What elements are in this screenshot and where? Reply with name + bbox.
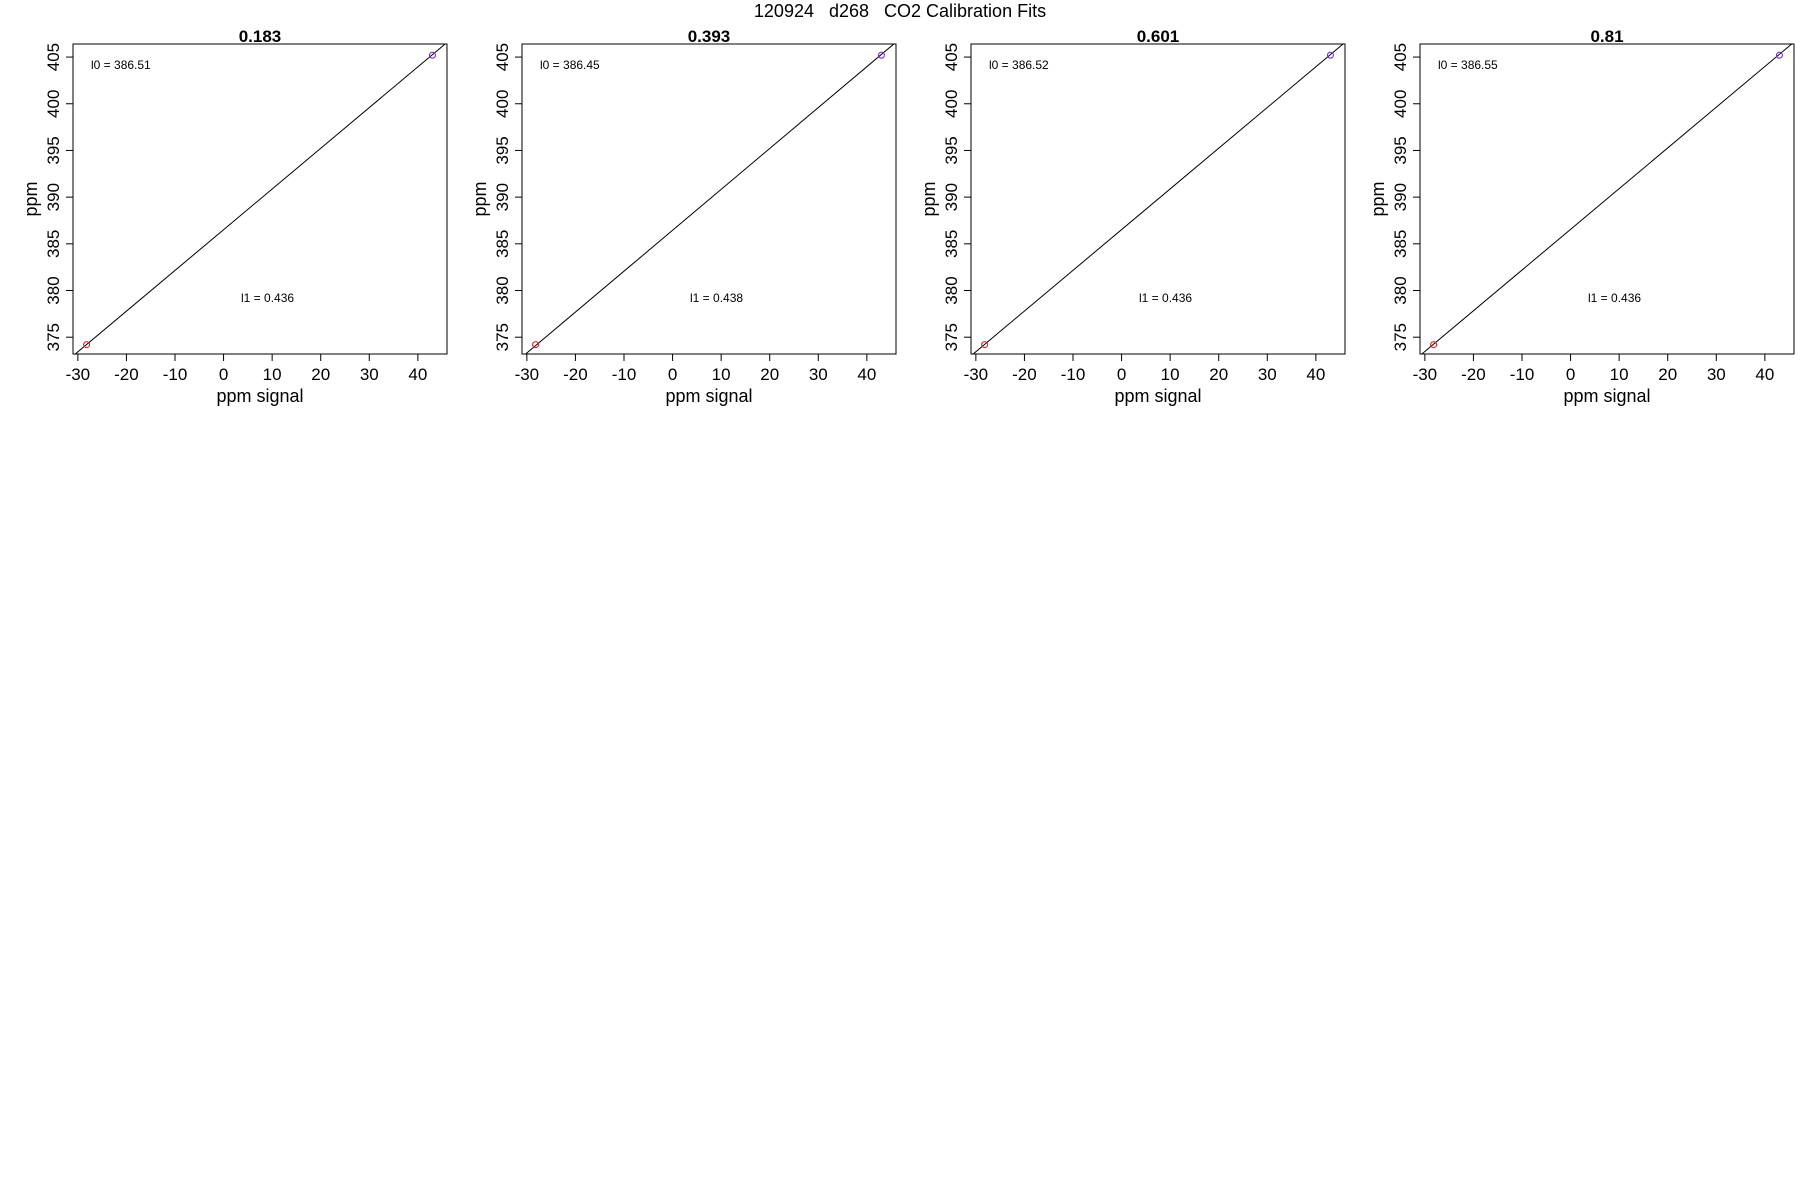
x-tick-label: 0	[668, 365, 677, 384]
data-point-high	[877, 51, 885, 59]
chart-title: 0.81	[1590, 27, 1623, 46]
y-axis-label: ppm	[919, 181, 939, 216]
y-tick-label: 400	[942, 90, 961, 118]
data-point-low	[532, 341, 540, 349]
x-tick-label: -30	[66, 365, 91, 384]
y-tick-label: 380	[1391, 276, 1410, 304]
x-tick-label: -10	[163, 365, 188, 384]
chart-title: 0.393	[688, 27, 731, 46]
y-tick-label: 395	[44, 136, 63, 164]
x-tick-label: 30	[360, 365, 379, 384]
y-tick-label: 405	[1391, 43, 1410, 71]
x-tick-label: 0	[1117, 365, 1126, 384]
x-tick-label: 10	[1610, 365, 1629, 384]
data-point-low	[1430, 341, 1438, 349]
annotation-l1: l1 = 0.436	[1588, 291, 1641, 305]
x-tick-label: -30	[964, 365, 989, 384]
annotation-l0: l0 = 386.51	[91, 58, 151, 72]
y-tick-label: 380	[942, 276, 961, 304]
x-tick-label: 40	[1755, 365, 1774, 384]
data-point-low	[83, 341, 91, 349]
chart-title: 0.601	[1137, 27, 1180, 46]
x-tick-label: 30	[809, 365, 828, 384]
chart-panel-1: 0.183 -30 -20 -10 0 10 20 30 40 ppm signal 375 380 3…	[21, 27, 448, 406]
annotation-l1: l1 = 0.438	[690, 291, 743, 305]
x-tick-label: -20	[1461, 365, 1486, 384]
y-tick-label: 375	[44, 323, 63, 351]
x-tick-label: 20	[311, 365, 330, 384]
x-tick-label: 0	[1566, 365, 1575, 384]
x-tick-label: 0	[219, 365, 228, 384]
x-tick-label: 30	[1707, 365, 1726, 384]
x-tick-label: -10	[1061, 365, 1086, 384]
y-tick-label: 375	[942, 323, 961, 351]
chart-panel-4: 0.81 -30 -20 -10 0 10 20 30 40 ppm signal 375 380 38…	[1368, 27, 1795, 406]
x-tick-label: -10	[612, 365, 637, 384]
x-tick-label: 20	[760, 365, 779, 384]
x-axis-label: ppm signal	[216, 386, 303, 406]
y-tick-label: 395	[493, 136, 512, 164]
x-tick-label: 20	[1209, 365, 1228, 384]
x-tick-label: -20	[563, 365, 588, 384]
x-axis-label: ppm signal	[665, 386, 752, 406]
y-tick-label: 390	[942, 183, 961, 211]
x-tick-label: 10	[1161, 365, 1180, 384]
y-axis-label: ppm	[470, 181, 490, 216]
y-tick-label: 395	[1391, 136, 1410, 164]
chart-panel-2: 0.393 -30 -20 -10 0 10 20 30 40 ppm signal 375 380 3…	[470, 27, 897, 406]
y-tick-label: 405	[942, 43, 961, 71]
page-title: 120924 d268 CO2 Calibration Fits	[753, 1, 1047, 21]
y-tick-label: 400	[493, 90, 512, 118]
data-point-high	[1775, 51, 1783, 59]
annotation-l1: l1 = 0.436	[1139, 291, 1192, 305]
y-tick-label: 385	[44, 230, 63, 258]
chart-panel-3: 0.601 -30 -20 -10 0 10 20 30 40 ppm signal 375 380 3…	[919, 27, 1346, 406]
y-tick-label: 400	[1391, 90, 1410, 118]
x-tick-label: 40	[857, 365, 876, 384]
fit-line	[74, 44, 446, 354]
fit-line	[972, 44, 1344, 354]
y-tick-label: 385	[1391, 230, 1410, 258]
x-tick-label: 20	[1658, 365, 1677, 384]
y-axis-label: ppm	[21, 181, 41, 216]
y-tick-label: 385	[493, 230, 512, 258]
x-tick-label: 40	[1306, 365, 1325, 384]
y-tick-label: 375	[1391, 323, 1410, 351]
y-tick-label: 390	[44, 183, 63, 211]
y-axis-label: ppm	[1368, 181, 1388, 216]
y-tick-label: 390	[493, 183, 512, 211]
annotation-l0: l0 = 386.55	[1438, 58, 1498, 72]
y-tick-label: 400	[44, 90, 63, 118]
y-tick-label: 405	[44, 43, 63, 71]
x-tick-label: -10	[1510, 365, 1535, 384]
chart-title: 0.183	[239, 27, 282, 46]
x-tick-label: 40	[408, 365, 427, 384]
y-tick-label: 380	[44, 276, 63, 304]
y-tick-label: 390	[1391, 183, 1410, 211]
x-tick-label: -20	[114, 365, 139, 384]
data-point-high	[1326, 51, 1334, 59]
fit-line	[1421, 44, 1793, 354]
data-point-low	[981, 341, 989, 349]
y-tick-label: 405	[493, 43, 512, 71]
annotation-l0: l0 = 386.45	[540, 58, 600, 72]
x-tick-label: 10	[263, 365, 282, 384]
x-tick-label: -30	[1413, 365, 1438, 384]
y-tick-label: 375	[493, 323, 512, 351]
y-tick-label: 395	[942, 136, 961, 164]
x-tick-label: -20	[1012, 365, 1037, 384]
x-tick-label: 10	[712, 365, 731, 384]
y-tick-label: 380	[493, 276, 512, 304]
x-tick-label: -30	[515, 365, 540, 384]
data-point-high	[428, 51, 436, 59]
y-tick-label: 385	[942, 230, 961, 258]
x-tick-label: 30	[1258, 365, 1277, 384]
x-axis-label: ppm signal	[1563, 386, 1650, 406]
x-axis-label: ppm signal	[1114, 386, 1201, 406]
annotation-l0: l0 = 386.52	[989, 58, 1049, 72]
annotation-l1: l1 = 0.436	[241, 291, 294, 305]
fit-line	[524, 44, 895, 354]
